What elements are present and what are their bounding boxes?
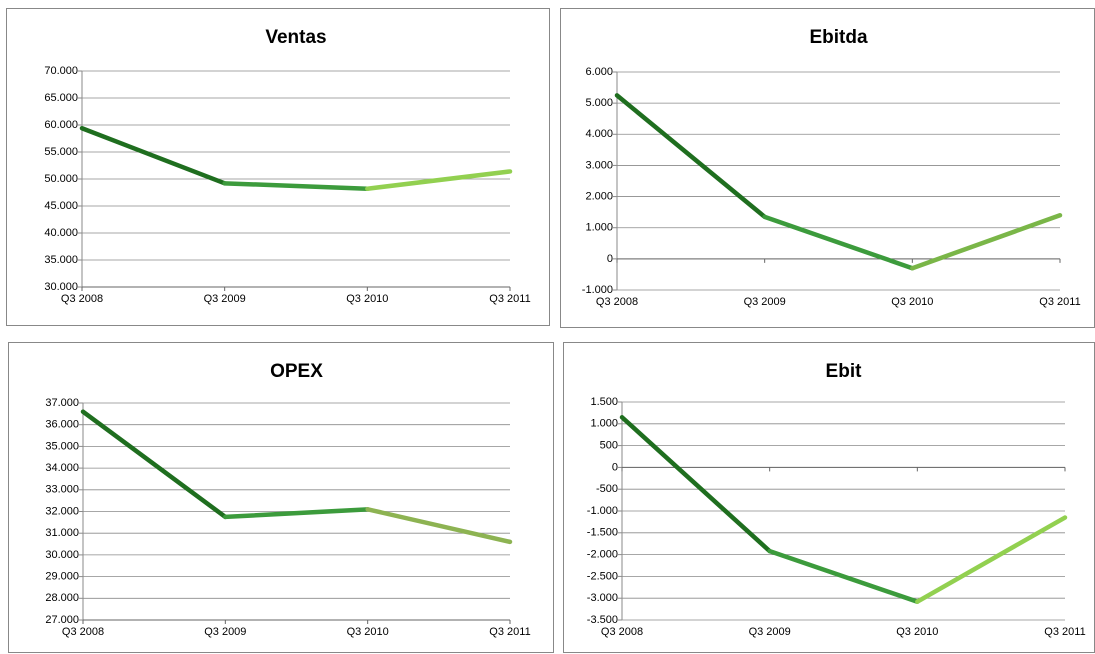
y-tick-label: 500 (600, 440, 618, 452)
y-tick-label: -3.000 (587, 592, 618, 604)
y-tick-label: 1.000 (590, 418, 618, 430)
line-segment (365, 169, 513, 191)
y-tick-label: -500 (596, 483, 618, 495)
x-tick-label: Q3 2010 (346, 293, 388, 305)
x-tick-label: Q3 2011 (1044, 626, 1085, 638)
y-tick-label: 3.000 (585, 159, 613, 171)
y-tick-label: 0 (607, 253, 613, 265)
y-tick-label: -3.500 (587, 614, 618, 626)
x-tick-label: Q3 2010 (891, 296, 933, 308)
y-tick-label: 37.000 (45, 397, 79, 409)
y-tick-label: 70.000 (44, 65, 78, 77)
x-tick-label: Q3 2010 (896, 626, 938, 638)
y-tick-label: -2.000 (587, 549, 618, 561)
x-tick-label: Q3 2008 (62, 626, 104, 638)
line-segment (619, 415, 772, 554)
y-tick-label: 30.000 (45, 549, 79, 561)
y-tick-label: 29.000 (45, 571, 79, 583)
chart-title: Ebitda (809, 27, 867, 48)
x-tick-label: Q3 2008 (601, 626, 643, 638)
y-tick-label: 28.000 (45, 592, 79, 604)
x-tick-label: Q3 2009 (749, 626, 791, 638)
y-tick-label: -1.000 (582, 284, 613, 296)
y-tick-label: 40.000 (44, 227, 78, 239)
y-tick-label: 60.000 (44, 119, 78, 131)
chart-title: OPEX (270, 361, 323, 382)
y-tick-label: -1.500 (587, 527, 618, 539)
line-segment (80, 409, 228, 520)
line-segment (767, 548, 920, 604)
y-tick-label: 34.000 (45, 462, 79, 474)
chart-title: Ventas (265, 27, 326, 48)
chart-title: Ebit (826, 361, 863, 382)
y-tick-label: 6.000 (585, 66, 613, 78)
line-segment (614, 93, 767, 220)
line-segment (79, 125, 227, 186)
x-tick-label: Q3 2009 (744, 296, 786, 308)
line-segment (222, 181, 370, 191)
y-tick-label: 65.000 (44, 92, 78, 104)
y-tick-label: 45.000 (44, 200, 78, 212)
y-tick-label: 35.000 (45, 440, 79, 452)
y-tick-label: 4.000 (585, 128, 613, 140)
x-tick-label: Q3 2008 (61, 293, 103, 305)
y-tick-label: 30.000 (44, 281, 78, 293)
y-tick-label: 50.000 (44, 173, 78, 185)
chart-frame (8, 342, 554, 653)
y-tick-label: 33.000 (45, 484, 79, 496)
line-segment (762, 214, 915, 271)
x-tick-label: Q3 2011 (1039, 296, 1080, 308)
y-tick-label: 55.000 (44, 146, 78, 158)
x-tick-label: Q3 2009 (204, 626, 246, 638)
line-segment (365, 507, 513, 545)
y-tick-label: 5.000 (585, 97, 613, 109)
y-tick-label: 35.000 (44, 254, 78, 266)
x-tick-label: Q3 2011 (489, 293, 530, 305)
line-segment (223, 507, 370, 520)
y-tick-label: 31.000 (45, 527, 79, 539)
y-tick-label: 36.000 (45, 419, 79, 431)
y-tick-label: 2.000 (585, 190, 613, 202)
chart-frame (563, 342, 1095, 653)
x-tick-label: Q3 2009 (204, 293, 246, 305)
y-tick-label: 1.000 (585, 222, 613, 234)
y-tick-label: -2.500 (587, 570, 618, 582)
y-tick-label: 1.500 (590, 396, 618, 408)
y-tick-label: 27.000 (45, 614, 79, 626)
line-segment (915, 515, 1068, 604)
x-tick-label: Q3 2008 (596, 296, 638, 308)
y-tick-label: -1.000 (587, 505, 618, 517)
chart-frame (6, 8, 550, 326)
y-tick-label: 0 (612, 461, 618, 473)
x-tick-label: Q3 2011 (489, 626, 530, 638)
y-tick-label: 32.000 (45, 505, 79, 517)
line-segment (910, 213, 1063, 271)
x-tick-label: Q3 2010 (347, 626, 389, 638)
chart-frame (560, 8, 1095, 328)
